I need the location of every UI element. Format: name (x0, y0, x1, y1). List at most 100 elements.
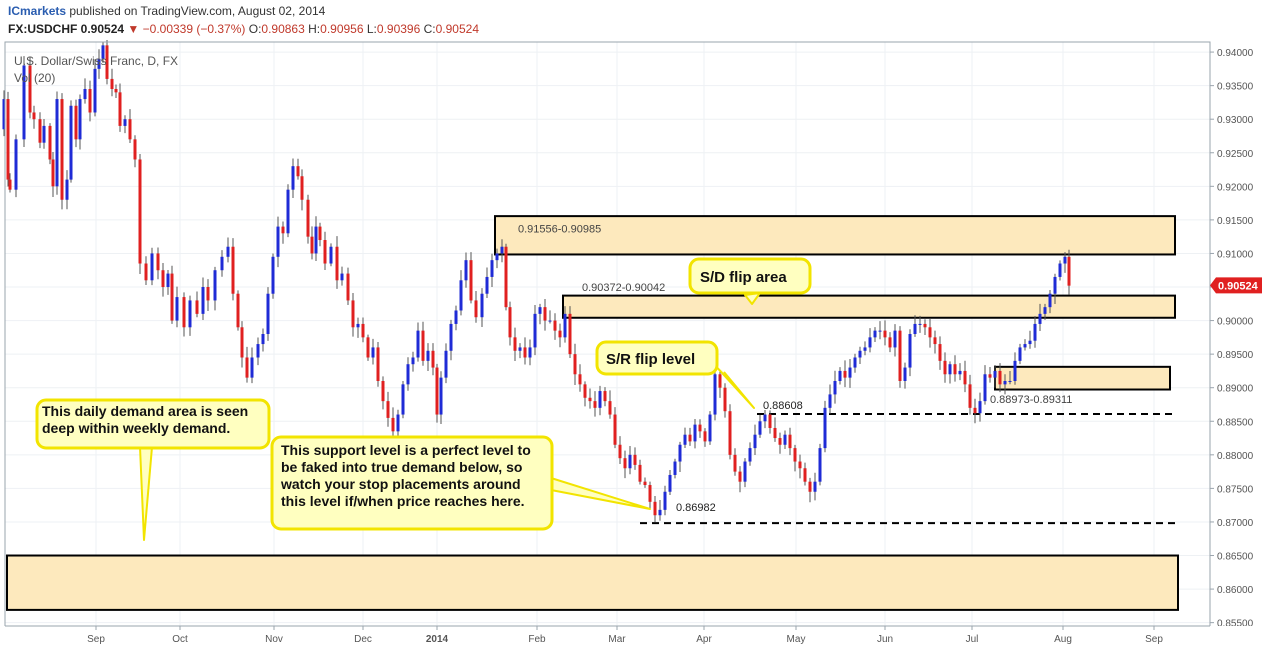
candle-body (464, 260, 468, 281)
y-tick-label: 0.86000 (1217, 585, 1254, 596)
candle-body (2, 99, 6, 130)
y-tick-label: 0.90000 (1217, 317, 1254, 328)
callout-pointer (711, 361, 755, 409)
symbol-line: FX:USDCHF 0.90524 ▼ −0.00339 (−0.37%) O:… (8, 22, 479, 36)
candle-body (643, 481, 647, 486)
candle-body (439, 377, 443, 415)
candle-body (105, 45, 109, 79)
candle-body (340, 273, 344, 281)
candle-body (768, 414, 772, 428)
candle-body (738, 471, 742, 482)
candle-body (878, 330, 882, 332)
candle-body (548, 320, 552, 322)
close-value: 0.90524 (435, 22, 480, 36)
publisher-name[interactable]: ICmarkets (8, 4, 67, 18)
chart-header: ICmarkets published on TradingView.com, … (0, 0, 1270, 40)
candle-body (175, 297, 179, 321)
candle-body (6, 99, 10, 180)
candle-body (83, 88, 87, 100)
x-tick-label: Aug (1054, 634, 1072, 645)
candle-body (351, 300, 355, 328)
candle-body (958, 370, 962, 375)
candle-body (406, 364, 410, 385)
y-tick-label: 0.94000 (1217, 48, 1254, 59)
y-tick-label: 0.88000 (1217, 451, 1254, 462)
candle-body (988, 374, 992, 378)
zone-rect (562, 294, 1176, 319)
candle-body (813, 481, 817, 492)
candle-body (933, 337, 937, 345)
candle-body (513, 337, 517, 351)
y-tick-label: 0.91000 (1217, 249, 1254, 260)
candle-body (28, 65, 32, 113)
candle-body (123, 119, 127, 126)
x-tick-label: Sep (1145, 634, 1163, 645)
candle-body (74, 105, 78, 140)
y-axis[interactable]: 0.94000 0.93500 0.93000 0.92500 0.92000 0.915… (1209, 42, 1270, 630)
levels (640, 413, 1175, 525)
candle-body (833, 380, 837, 395)
symbol-name[interactable]: FX:USDCHF (8, 22, 78, 36)
candle-body (1067, 256, 1071, 286)
candle-body (1058, 263, 1062, 277)
candle-body (748, 448, 752, 462)
candle-body (1003, 380, 1007, 385)
y-tick-label: 0.85500 (1217, 619, 1254, 630)
candle-body (788, 434, 792, 449)
chart-title: U.S. Dollar/Swiss Franc, D, FX (14, 54, 178, 68)
candle-body (97, 58, 101, 69)
candle-body (356, 323, 360, 328)
close-label: C: (423, 22, 436, 36)
x-tick-label: Jul (966, 634, 979, 645)
callout-sd-flip-area: S/D flip area (688, 257, 812, 305)
candle-body (923, 323, 927, 328)
candle-body (968, 384, 972, 408)
candle-body (55, 99, 59, 187)
candle-body (38, 119, 42, 143)
candle-body (318, 226, 322, 241)
high-label: H: (308, 22, 321, 36)
candle-body (893, 330, 897, 348)
candle-body (195, 300, 199, 314)
zone-label-lower: 0.88973-0.89311 (990, 394, 1072, 406)
candle-body (848, 367, 852, 378)
y-tick-label: 0.89000 (1217, 384, 1254, 395)
candle-body (678, 444, 682, 462)
candle-body (538, 307, 542, 314)
callout-text: This daily demand area is seen deep with… (42, 403, 249, 436)
candle-body (296, 166, 300, 177)
callout-body: This support level is a perfect level to… (281, 442, 531, 509)
callout-support-level: This support level is a perfect level to… (270, 435, 651, 531)
callout-pointer (550, 477, 651, 510)
candle-body (485, 276, 489, 294)
x-axis[interactable]: Sep Oct Nov Dec 2014 Feb Mar Apr May Jun Jul Aug Sep (0, 625, 1270, 654)
callout-box (595, 340, 719, 376)
x-tick-label: Feb (528, 634, 546, 645)
candle-body (426, 350, 430, 361)
candle-body (963, 370, 967, 385)
candle-body (528, 347, 532, 358)
y-axis-background (1210, 42, 1270, 626)
candle-body (683, 434, 687, 445)
price-chart[interactable]: U.S. Dollar/Swiss Franc, D, FX Vol (20) … (0, 40, 1270, 654)
candle-body (583, 384, 587, 398)
candle-body (698, 424, 702, 432)
candle-body (182, 297, 186, 328)
grid (5, 42, 1210, 626)
open-label: O: (248, 22, 262, 36)
zones (6, 215, 1179, 611)
level-label-sr-flip: 0.88608 (763, 400, 803, 412)
level-label-support: 0.86982 (676, 502, 716, 514)
callout-body: This daily demand area is seen deep with… (42, 403, 249, 436)
zone-rect (494, 215, 1176, 256)
candle-body (743, 461, 747, 482)
candle-body (778, 438, 782, 445)
candle-body (213, 270, 217, 301)
candle-body (65, 179, 69, 200)
candle-body (573, 354, 577, 375)
candle-body (240, 327, 244, 358)
current-price-label: 0.90524 (1218, 280, 1259, 292)
plot-frame (4, 41, 1211, 627)
candle-body (391, 417, 395, 432)
candle-body (908, 334, 912, 368)
